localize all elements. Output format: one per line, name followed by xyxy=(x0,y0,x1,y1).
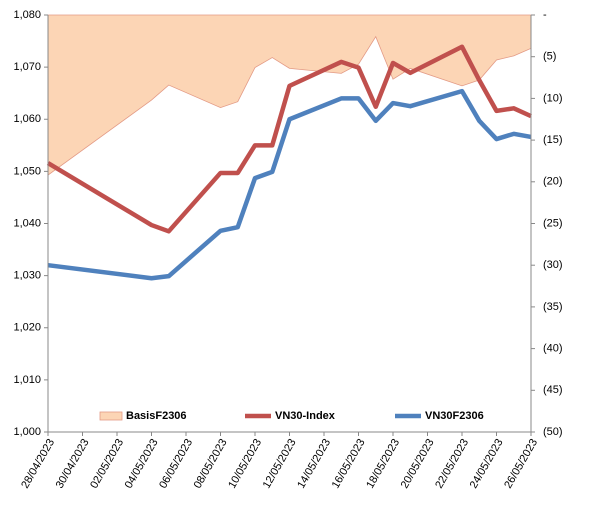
x-tick-label: 20/05/2023 xyxy=(399,437,437,491)
y2-tick-label: (25) xyxy=(543,217,563,229)
x-tick-label: 06/05/2023 xyxy=(157,437,195,491)
x-tick-label: 24/05/2023 xyxy=(468,437,506,491)
y2-tick-label: (40) xyxy=(543,343,563,355)
legend-label: BasisF2306 xyxy=(126,410,187,422)
x-tick-label: 26/05/2023 xyxy=(502,437,540,491)
y2-tick-label: (50) xyxy=(543,426,563,438)
y-tick-label: 1,000 xyxy=(13,426,41,438)
y2-tick-label: (15) xyxy=(543,134,563,146)
x-tick-label: 10/05/2023 xyxy=(226,437,264,491)
y-tick-label: 1,070 xyxy=(13,61,41,73)
x-tick-label: 30/04/2023 xyxy=(54,437,92,491)
y2-tick-label: (5) xyxy=(543,51,556,63)
y2-tick-label: (30) xyxy=(543,259,563,271)
x-tick-label: 28/04/2023 xyxy=(19,437,57,491)
x-tick-label: 14/05/2023 xyxy=(295,437,333,491)
legend-label: VN30F2306 xyxy=(425,410,484,422)
y-tick-label: 1,060 xyxy=(13,113,41,125)
y-tick-label: 1,080 xyxy=(13,9,41,21)
x-tick-label: 04/05/2023 xyxy=(123,437,161,491)
y2-tick-label: - xyxy=(543,9,547,21)
legend-swatch xyxy=(99,411,123,421)
x-tick-label: 22/05/2023 xyxy=(433,437,471,491)
x-tick-label: 18/05/2023 xyxy=(364,437,402,491)
x-tick-label: 12/05/2023 xyxy=(261,437,299,491)
y2-tick-label: (20) xyxy=(543,176,563,188)
x-tick-label: 08/05/2023 xyxy=(192,437,230,491)
y-tick-label: 1,030 xyxy=(13,270,41,282)
x-tick-label: 16/05/2023 xyxy=(330,437,368,491)
line xyxy=(47,88,532,281)
y2-tick-label: (10) xyxy=(543,92,563,104)
y-tick-label: 1,040 xyxy=(13,217,41,229)
line xyxy=(46,44,532,234)
x-tick-label: 02/05/2023 xyxy=(88,437,126,491)
area xyxy=(47,14,532,176)
y-tick-label: 1,010 xyxy=(13,374,41,386)
y2-tick-label: (35) xyxy=(543,301,563,313)
legend-label: VN30-Index xyxy=(275,410,336,422)
y-tick-label: 1,050 xyxy=(13,165,41,177)
y2-tick-label: (45) xyxy=(543,384,563,396)
y-tick-label: 1,020 xyxy=(13,322,41,334)
